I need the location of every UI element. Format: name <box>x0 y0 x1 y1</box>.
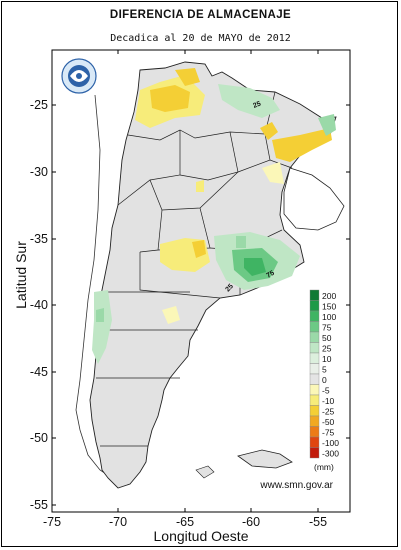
y-tick-label: -35 <box>30 232 48 246</box>
legend-swatch <box>309 394 320 406</box>
map-title: DIFERENCIA DE ALMACENAJE <box>109 9 292 21</box>
y-axis: -25 -30 -35 -40 -45 -50 -55 <box>30 98 350 512</box>
x-tick-label: -65 <box>176 515 194 529</box>
legend-label: -75 <box>322 428 335 438</box>
legend-label: 50 <box>322 333 332 343</box>
legend-swatch <box>309 342 320 354</box>
legend-label: 10 <box>322 354 332 364</box>
legend-label: 150 <box>322 302 336 312</box>
deficit-areas <box>135 68 332 324</box>
y-tick-label: -25 <box>30 98 48 112</box>
legend-label: 200 <box>322 291 336 301</box>
legend-label: -300 <box>322 449 339 459</box>
contour-label-north: 25 <box>252 101 262 110</box>
legend-swatch <box>309 310 320 322</box>
malvinas-islands <box>195 465 215 479</box>
y-tick-label: -50 <box>30 431 48 445</box>
x-tick-label: -55 <box>309 515 327 529</box>
legend-swatch <box>309 426 320 438</box>
legend-label: -5 <box>322 386 330 396</box>
legend-swatch <box>309 415 320 427</box>
uruguay-outline <box>283 167 345 231</box>
legend-swatch <box>309 331 320 343</box>
legend-label: 75 <box>322 323 332 333</box>
x-axis-label: Longitud Oeste <box>154 528 249 544</box>
legend-swatch <box>309 447 320 459</box>
y-tick-label: -45 <box>30 365 48 379</box>
legend-label: 0 <box>322 375 327 385</box>
legend-swatch <box>309 300 320 312</box>
legend-label: -10 <box>322 396 335 406</box>
x-tick-label: -60 <box>242 515 260 529</box>
legend-swatch <box>309 363 320 375</box>
legend-label: -100 <box>322 438 339 448</box>
tierra-del-fuego <box>237 449 293 469</box>
legend-swatch <box>309 321 320 333</box>
legend-swatch <box>309 373 320 385</box>
map-subtitle: Decadica al 20 de MAYO de 2012 <box>110 33 291 44</box>
legend-unit: (mm) <box>314 462 334 472</box>
y-axis-label: Latitud Sur <box>13 241 29 309</box>
legend-label: -50 <box>322 417 335 427</box>
y-tick-label: -55 <box>30 498 48 512</box>
x-axis: -75 -70 -65 -60 -55 <box>43 50 327 529</box>
legend-label: 100 <box>322 312 336 322</box>
contour-label-south: 25 <box>224 283 235 294</box>
legend: 2001501007550251050-5-10-25-50-75-100-30… <box>309 289 339 459</box>
legend-label: -25 <box>322 407 335 417</box>
y-tick-label: -30 <box>30 165 48 179</box>
legend-label: 25 <box>322 344 332 354</box>
contour-label-east: 75 <box>266 270 276 280</box>
legend-swatch <box>309 352 320 364</box>
x-tick-label: -70 <box>109 515 127 529</box>
legend-swatch <box>309 289 320 301</box>
legend-swatch <box>309 384 320 396</box>
y-tick-label: -40 <box>30 298 48 312</box>
legend-swatch <box>309 405 320 417</box>
legend-label: 5 <box>322 365 327 375</box>
source-url: www.smn.gov.ar <box>259 480 333 491</box>
smn-globe-logo <box>61 58 97 94</box>
x-tick-label: -75 <box>43 515 61 529</box>
chile-coast <box>75 94 113 479</box>
surplus-areas <box>92 84 336 364</box>
legend-swatch <box>309 436 320 448</box>
